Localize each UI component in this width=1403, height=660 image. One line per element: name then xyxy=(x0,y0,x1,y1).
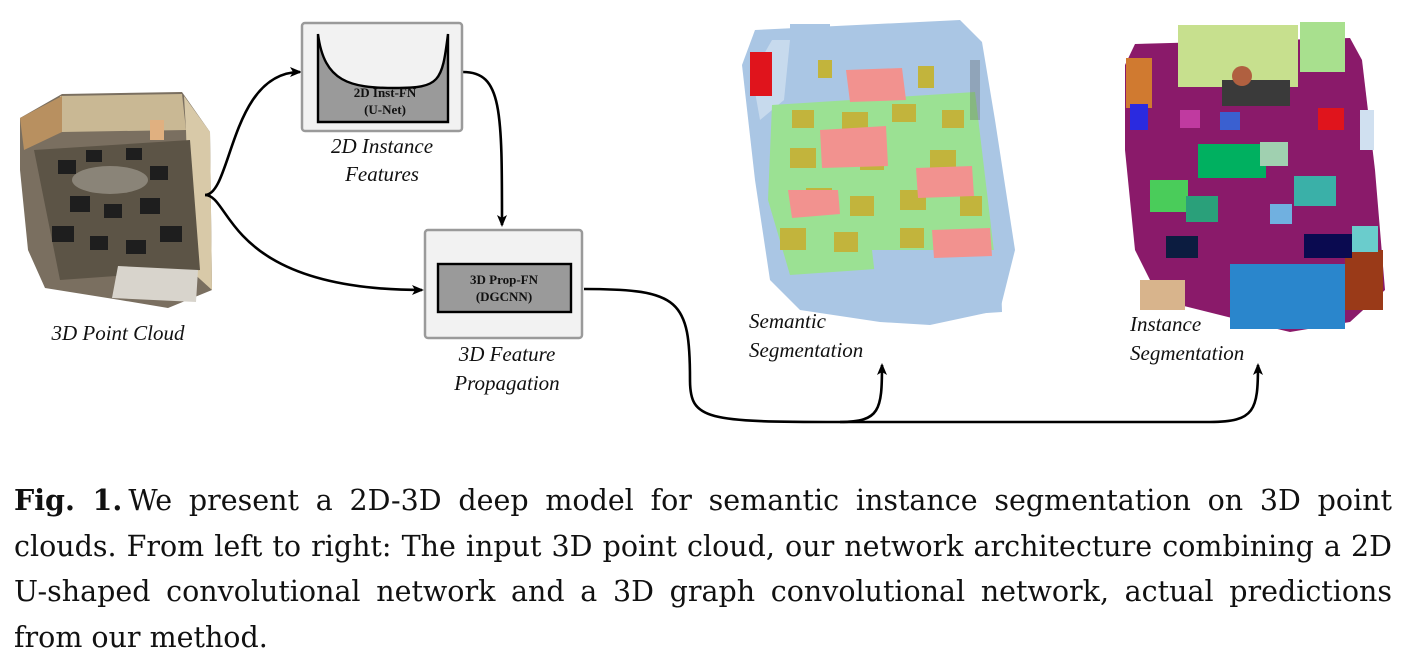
figure-caption: Fig. 1. We present a 2D-3D deep model for… xyxy=(14,478,1392,660)
arrow-to-inst-fn xyxy=(204,67,302,197)
semantic-segmentation-label-line1: Semantic xyxy=(749,309,827,333)
arrow-inst-to-prop xyxy=(462,70,507,227)
inst-features-label-line1: 2D Instance xyxy=(331,134,433,158)
input-point-cloud-image xyxy=(20,92,212,308)
arrow-prop-to-semantic xyxy=(583,287,887,424)
instance-segmentation-label-line1: Instance xyxy=(1129,312,1201,336)
semantic-segmentation-image xyxy=(742,20,1015,325)
feature-propagation-label-line2: Propagation xyxy=(453,371,559,395)
unet-box-line1: 2D Inst-FN xyxy=(354,85,417,100)
input-point-cloud-label: 3D Point Cloud xyxy=(50,321,185,345)
figure-caption-text: We present a 2D-3D deep model for semant… xyxy=(14,484,1392,654)
arrow-to-prop-fn xyxy=(204,193,424,295)
unet-box-line2: (U-Net) xyxy=(364,102,406,117)
inst-features-label-line2: Features xyxy=(344,162,419,186)
dgcnn-module: 3D Prop-FN (DGCNN) xyxy=(423,228,584,340)
instance-segmentation-label-line2: Segmentation xyxy=(1130,341,1244,365)
feature-propagation-label-line1: 3D Feature xyxy=(458,342,556,366)
dgcnn-box-line2: (DGCNN) xyxy=(476,289,532,304)
dgcnn-box-line1: 3D Prop-FN xyxy=(470,272,539,287)
semantic-segmentation-label-line2: Segmentation xyxy=(749,338,863,362)
method-overview-figure: 2D Inst-FN (U-Net) 3D Prop-FN (DGCNN) xyxy=(20,20,1385,424)
instance-segmentation-image xyxy=(1125,22,1385,332)
unet-module: 2D Inst-FN (U-Net) xyxy=(300,21,464,133)
arrow-prop-to-instance xyxy=(840,363,1263,424)
figure-caption-label: Fig. 1. xyxy=(14,483,123,517)
